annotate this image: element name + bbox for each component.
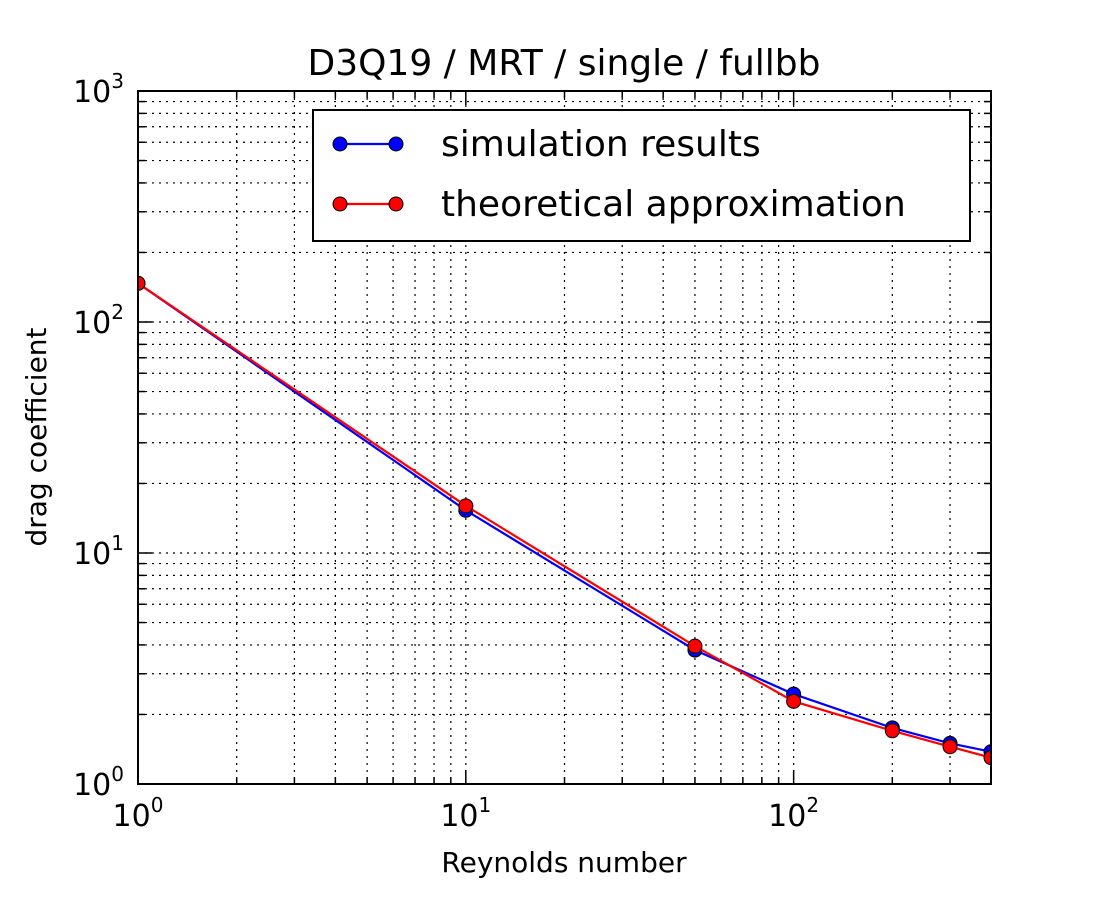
legend-label-0: simulation results — [441, 124, 761, 165]
series-1-point — [786, 693, 802, 709]
series-1-point — [884, 723, 900, 739]
y-tick-label: 103 — [73, 69, 124, 110]
y-tick-label: 102 — [73, 300, 124, 341]
legend-items: simulation results theoretical approximat… — [332, 124, 906, 225]
legend-marker-1 — [332, 196, 348, 212]
series-layer — [138, 275, 991, 766]
y-axis-label: drag coefficient — [20, 327, 53, 546]
series-0-line — [138, 282, 991, 753]
series-1-point — [138, 275, 146, 291]
series-1-point — [687, 638, 703, 654]
x-tick-label: 100 — [113, 793, 164, 834]
chart-title: D3Q19 / MRT / single / fullbb — [307, 43, 820, 84]
legend-frame — [312, 109, 971, 242]
axis-ticks — [137, 90, 992, 785]
legend-marker-0 — [388, 136, 404, 152]
series-group — [138, 275, 991, 766]
legend: simulation results theoretical approximat… — [312, 109, 971, 242]
y-tick-label: 101 — [73, 531, 124, 572]
legend-label-1: theoretical approximation — [441, 184, 906, 225]
x-axis-label: Reynolds number — [441, 846, 687, 879]
legend-marker-0 — [332, 136, 348, 152]
tick-labels: 100 101 102 100 101 102 103 — [73, 69, 819, 834]
y-tick-label: 100 — [73, 762, 124, 803]
series-1-point — [942, 739, 958, 755]
series-1-point — [458, 498, 474, 514]
legend-marker-1 — [388, 196, 404, 212]
x-tick-label: 102 — [768, 793, 819, 834]
x-tick-label: 101 — [440, 793, 491, 834]
series-1-point — [983, 750, 991, 766]
